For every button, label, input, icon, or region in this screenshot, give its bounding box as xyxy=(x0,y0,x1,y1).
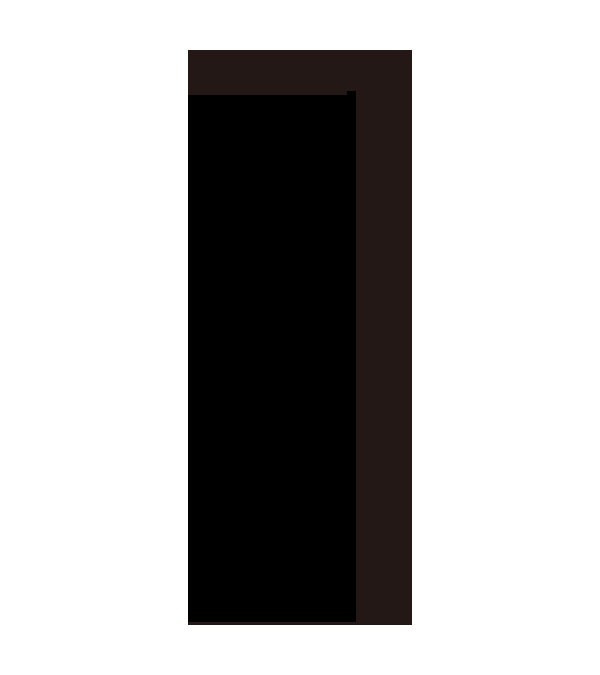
black-foreground-rectangle xyxy=(188,95,356,622)
black-rectangle-top-right-notch xyxy=(347,91,356,97)
